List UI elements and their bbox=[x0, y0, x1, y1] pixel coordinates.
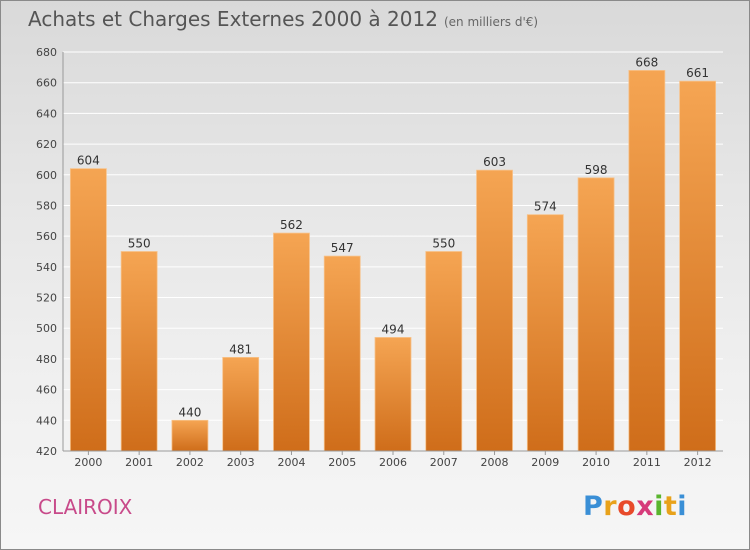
axes bbox=[62, 52, 723, 455]
data-label: 550 bbox=[128, 237, 151, 251]
x-tick-label: 2007 bbox=[430, 456, 458, 469]
x-tick-label: 2002 bbox=[176, 456, 204, 469]
bar bbox=[222, 356, 260, 452]
logo-letter: o bbox=[617, 491, 637, 522]
x-tick-label: 2008 bbox=[481, 456, 509, 469]
data-label: 547 bbox=[331, 241, 354, 255]
x-tick-label: 2006 bbox=[379, 456, 407, 469]
y-tick-label: 620 bbox=[36, 138, 57, 151]
y-tick-label: 560 bbox=[36, 230, 57, 243]
data-label: 603 bbox=[483, 155, 506, 169]
bar bbox=[679, 80, 717, 452]
data-label: 668 bbox=[635, 55, 658, 69]
y-tick-label: 520 bbox=[36, 292, 57, 305]
logo-letter: x bbox=[636, 491, 655, 522]
logo-letter: t bbox=[663, 491, 678, 522]
y-tick-label: 580 bbox=[36, 199, 57, 212]
bar bbox=[526, 214, 564, 452]
chart-title-text: Achats et Charges Externes 2000 à 2012 bbox=[28, 7, 438, 31]
bar bbox=[120, 251, 158, 452]
x-tick-label: 2011 bbox=[633, 456, 661, 469]
data-label: 440 bbox=[178, 405, 201, 419]
bar bbox=[476, 169, 513, 452]
data-label: 574 bbox=[534, 200, 557, 214]
labels: 420 440 460 480 500 520 540 560 580 600 620 640 660 6… bbox=[36, 46, 712, 469]
y-tick-label: 420 bbox=[36, 445, 57, 458]
bar bbox=[323, 255, 361, 452]
logo-letter: i bbox=[677, 491, 688, 522]
y-tick-label: 660 bbox=[36, 77, 57, 90]
bar bbox=[374, 337, 412, 452]
data-label: 604 bbox=[77, 154, 100, 168]
bar bbox=[69, 168, 107, 452]
y-tick-label: 600 bbox=[36, 169, 57, 182]
bar bbox=[425, 251, 463, 452]
data-label: 494 bbox=[382, 322, 405, 336]
y-tick-label: 440 bbox=[36, 414, 57, 427]
y-tick-label: 460 bbox=[36, 384, 57, 397]
x-tick-label: 2000 bbox=[74, 456, 102, 469]
y-tick-label: 540 bbox=[36, 261, 57, 274]
bars bbox=[69, 70, 717, 452]
data-label: 550 bbox=[432, 237, 455, 251]
y-tick-label: 500 bbox=[36, 322, 57, 335]
data-label: 481 bbox=[229, 342, 252, 356]
data-label: 661 bbox=[686, 66, 709, 80]
chart-subtitle: (en milliers d'€) bbox=[443, 15, 539, 29]
bar bbox=[273, 232, 310, 452]
x-tick-label: 2003 bbox=[227, 456, 255, 469]
y-tick-label: 640 bbox=[36, 107, 57, 120]
logo-letter: P bbox=[583, 491, 604, 522]
commune-name: CLAIROIX bbox=[38, 495, 133, 519]
x-tick-label: 2005 bbox=[328, 456, 356, 469]
chart-title: Achats et Charges Externes 2000 à 2012 (e… bbox=[28, 7, 538, 31]
bar bbox=[171, 419, 209, 452]
data-label: 598 bbox=[585, 163, 608, 177]
x-tick-label: 2001 bbox=[125, 456, 153, 469]
proxiti-logo: Proxiti bbox=[583, 491, 687, 522]
y-tick-label: 480 bbox=[36, 353, 57, 366]
y-tick-label: 680 bbox=[36, 46, 57, 59]
data-label: 562 bbox=[280, 218, 303, 232]
x-tick-label: 2012 bbox=[684, 456, 712, 469]
logo-letter: r bbox=[603, 491, 618, 522]
logo-letter: i bbox=[654, 491, 664, 522]
bar bbox=[577, 177, 615, 452]
x-tick-label: 2009 bbox=[531, 456, 559, 469]
bar bbox=[628, 70, 666, 452]
x-tick-label: 2004 bbox=[277, 456, 305, 469]
x-tick-label: 2010 bbox=[582, 456, 610, 469]
